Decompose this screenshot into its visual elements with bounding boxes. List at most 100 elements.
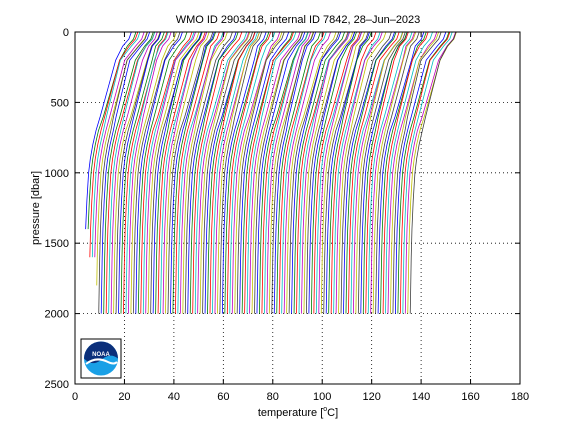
y-tick-label: 0 <box>63 27 69 39</box>
y-axis-title: pressure [dbar] <box>30 171 42 245</box>
profile-line <box>377 31 425 314</box>
profile-line <box>323 31 369 314</box>
y-tick-label: 2000 <box>45 309 69 321</box>
profile-line <box>409 31 457 314</box>
profile-line <box>152 31 202 314</box>
profile-line <box>221 31 267 314</box>
axis-ticks: 0 20 40 60 80 100 120 140 160 180 0 500 1000 1500 2000… <box>45 27 530 403</box>
profile-line <box>167 31 214 314</box>
profile-line <box>370 31 416 314</box>
profile-line <box>325 31 370 314</box>
x-tick-label: 0 <box>72 391 78 403</box>
profile-line <box>259 31 309 314</box>
x-axis-title-degree: o <box>323 406 327 413</box>
x-tick-label: 160 <box>461 391 479 403</box>
profile-line <box>330 31 377 314</box>
logo-top-arc <box>84 341 118 364</box>
profile-line <box>278 31 325 314</box>
profile-line <box>318 31 363 314</box>
profile-line <box>303 31 354 314</box>
profile-line <box>256 31 306 314</box>
profile-line <box>236 31 285 314</box>
profile-line <box>343 31 396 314</box>
profile-line <box>85 31 132 230</box>
profile-line <box>182 31 228 314</box>
profile-line <box>194 31 248 314</box>
profile-line <box>313 31 361 314</box>
profile-line <box>108 31 156 314</box>
x-tick-label: 60 <box>217 391 229 403</box>
profile-line <box>328 31 372 314</box>
profile-line <box>209 31 256 314</box>
x-tick-label: 40 <box>168 391 180 403</box>
profile-line <box>404 31 457 314</box>
logo-wave <box>85 358 118 365</box>
x-tick-label: 120 <box>362 391 380 403</box>
profile-line <box>234 31 283 314</box>
profile-line <box>187 31 237 314</box>
profile-line <box>142 31 195 314</box>
profile-line <box>224 31 270 314</box>
profile-line <box>355 31 404 314</box>
profile-line <box>172 31 216 314</box>
profile-line <box>118 31 162 314</box>
profile-line <box>283 31 331 314</box>
profile-line <box>385 31 433 314</box>
profile-line <box>100 31 151 314</box>
profile-line <box>286 31 337 314</box>
profile-line <box>288 31 340 314</box>
x-axis-title-prefix: temperature [ <box>258 407 323 419</box>
profile-line <box>229 31 276 314</box>
y-tick-label: 1500 <box>45 238 69 250</box>
profile-line <box>140 31 193 314</box>
profile-line <box>217 31 260 314</box>
profile-line <box>120 31 165 314</box>
profile-line <box>387 31 438 314</box>
profile-line <box>105 31 156 314</box>
profile-line <box>145 31 196 314</box>
profile-line <box>103 31 154 314</box>
profile-line <box>301 31 350 314</box>
profile-line <box>310 31 357 314</box>
profile-line <box>345 31 397 314</box>
profile-line <box>266 31 312 314</box>
profile-line <box>298 31 349 314</box>
profile-line <box>380 31 427 314</box>
profile-line <box>202 31 254 314</box>
profile-line <box>239 31 290 314</box>
y-tick-label: 1000 <box>45 168 69 180</box>
profile-line <box>402 31 453 314</box>
profile-line <box>372 31 417 314</box>
noaa-logo: NOAA <box>80 338 122 379</box>
profile-line <box>219 31 263 314</box>
profile-line <box>367 31 413 314</box>
profile-line <box>365 31 409 314</box>
x-tick-label: 80 <box>267 391 279 403</box>
profile-line <box>128 31 172 314</box>
profile-line <box>382 31 429 314</box>
profile-line <box>226 31 272 314</box>
profile-line <box>184 31 233 314</box>
profile-line <box>87 31 137 230</box>
profile-line <box>135 31 183 314</box>
x-tick-label: 100 <box>313 391 331 403</box>
profile-line <box>147 31 200 314</box>
profile-line <box>110 31 158 314</box>
profile-line <box>199 31 251 314</box>
profile-lines <box>85 31 457 314</box>
profile-line <box>271 31 315 314</box>
profile-line <box>320 31 366 314</box>
profile-line <box>115 31 161 314</box>
profile-line <box>362 31 408 314</box>
profile-line <box>281 31 327 314</box>
x-tick-label: 20 <box>118 391 130 403</box>
profile-line <box>137 31 188 314</box>
profile-line <box>333 31 381 314</box>
x-axis-title-suffix: C] <box>327 407 338 419</box>
profile-line <box>390 31 439 314</box>
profile-line <box>244 31 294 314</box>
profile-line <box>162 31 208 314</box>
profile-line <box>293 31 345 314</box>
profile-line <box>357 31 406 314</box>
profile-line <box>197 31 250 314</box>
